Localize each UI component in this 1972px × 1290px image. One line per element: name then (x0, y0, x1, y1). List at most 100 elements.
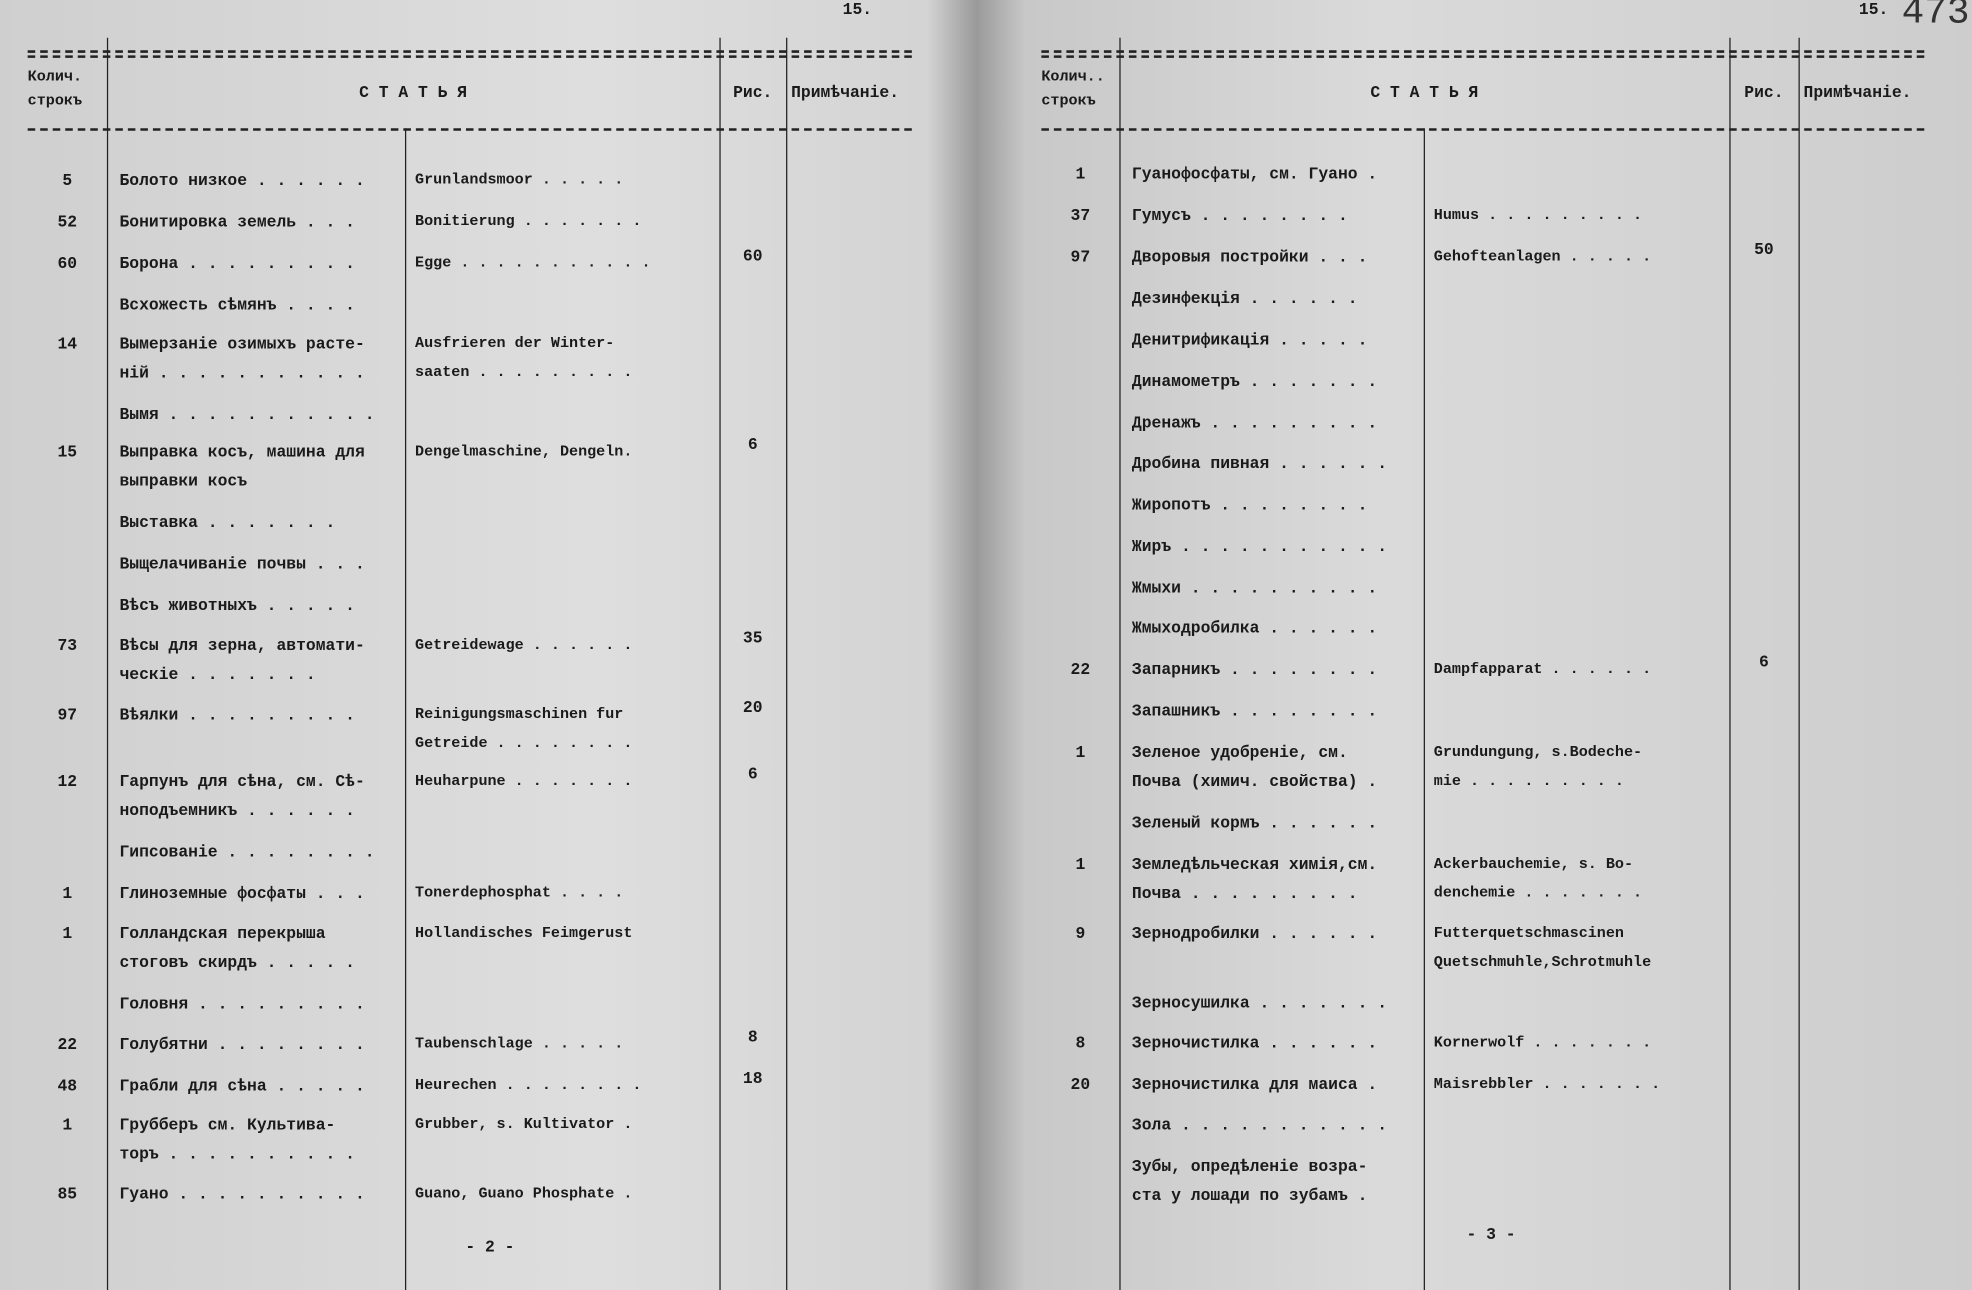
folio: 473 (1901, 0, 1970, 36)
count: 60 (57, 254, 78, 273)
article-de: Dampfapparat . . . . . . (1433, 660, 1652, 678)
column-rule (404, 128, 407, 1290)
article-ru: Земледѣльческая химія,см. Почва . . . . … (1131, 855, 1378, 904)
article-de: Tonerdephosphat . . . . (415, 884, 624, 902)
article-de: Dengelmaschine, Dengeln. (415, 442, 633, 461)
figure-ref: 6 (747, 764, 758, 784)
count: 22 (57, 1035, 78, 1054)
article-de: Humus . . . . . . . . . (1433, 206, 1643, 224)
article-ru: Жмыходробилка . . . . . . (1131, 618, 1378, 638)
article-ru: Зернодробилки . . . . . . (1131, 924, 1378, 944)
article-ru: Зерночистилка для маиса . (1131, 1075, 1378, 1095)
article-ru: Запашникъ . . . . . . . . (1131, 701, 1378, 721)
article-ru: Гумусъ . . . . . . . . (1131, 206, 1348, 226)
header: С Т А Т Ь Я (359, 83, 468, 102)
page-number: 15. (1858, 0, 1889, 19)
rule (27, 50, 912, 53)
page-number: 15. (842, 0, 873, 19)
article-de: Grunlandsmoor . . . . . (415, 171, 624, 189)
header: Рис. (733, 83, 773, 102)
count: 15 (57, 442, 78, 462)
article-de: Getreidewage . . . . . . (415, 636, 633, 655)
rule (27, 55, 912, 58)
count: 9 (1075, 924, 1086, 944)
article-ru: Головня . . . . . . . . . (119, 994, 365, 1014)
figure-ref: 60 (742, 246, 763, 266)
article-de: Egge . . . . . . . . . . . (415, 254, 651, 272)
figure-ref: 20 (742, 698, 763, 717)
article-de: Futterquetschmascinen Quetschmuhle,Schro… (1433, 924, 1652, 971)
header: С Т А Т Ь Я (1370, 83, 1479, 102)
article-de: Taubenschlage . . . . . (415, 1035, 624, 1053)
article-ru: Гарпунъ для сѣна, см. Сѣ- ноподъемникъ .… (119, 772, 365, 821)
article-ru: Гуанофосфаты, см. Гуано . (1131, 164, 1378, 184)
article-de: Hollandisches Feimgerust (415, 924, 633, 943)
article-de: Grundungung, s.Bodeche- mie . . . . . . … (1433, 743, 1643, 790)
article-de: Ackerbauchemie, s. Bo- denchemie . . . .… (1433, 855, 1643, 902)
column-rule (1798, 37, 1800, 1290)
figure-ref: 6 (747, 435, 758, 455)
count: 20 (1070, 1075, 1091, 1095)
column-rule (1119, 37, 1121, 1290)
count: 1 (1075, 164, 1086, 184)
article-ru: Болото низкое . . . . . . (119, 171, 365, 190)
article-ru: Гипсованіе . . . . . . . . (119, 842, 375, 862)
count: 73 (57, 636, 78, 656)
article-ru: Дробина пивная . . . . . . (1131, 454, 1388, 473)
article-ru: Вымерзаніе озимыхъ расте- ній . . . . . … (119, 334, 365, 383)
article-ru: Вѣсы для зерна, автомати- ческіе . . . .… (119, 636, 365, 685)
article-ru: Дезинфекція . . . . . . (1131, 289, 1358, 309)
header: Колич. строкъ (27, 67, 83, 110)
article-ru: Дворовыя постройки . . . (1131, 247, 1368, 267)
rule (1041, 50, 1925, 53)
article-de: Bonitierung . . . . . . . (415, 212, 642, 231)
article-ru: Динамометръ . . . . . . . (1131, 372, 1378, 392)
article-ru: Грубберъ см. Культива- торъ . . . . . . … (119, 1115, 355, 1164)
article-de: Heurechen . . . . . . . . (415, 1076, 642, 1095)
article-ru: Жиропотъ . . . . . . . . (1131, 495, 1368, 515)
article-ru: Выставка . . . . . . . (119, 513, 336, 533)
count: 1 (62, 884, 73, 904)
article-ru: Борона . . . . . . . . . (119, 254, 355, 273)
count: 52 (57, 212, 78, 232)
header: Примѣчаніе. (791, 83, 900, 102)
article-de: Guano, Guano Phosphate . (415, 1184, 633, 1203)
rule (27, 128, 912, 131)
rule (1041, 55, 1925, 58)
article-ru: Гуано . . . . . . . . . . (119, 1184, 365, 1204)
column-rule (719, 37, 721, 1290)
article-ru: Зубы, опредѣленіе возра- ста у лошади по… (1131, 1157, 1368, 1205)
count: 1 (1075, 855, 1086, 875)
count: 8 (1075, 1033, 1086, 1053)
figure-ref: 18 (742, 1069, 763, 1088)
article-ru: Дренажъ . . . . . . . . . (1131, 413, 1378, 433)
article-de: Kornerwolf . . . . . . . (1433, 1033, 1652, 1052)
header: Примѣчаніе. (1803, 83, 1912, 102)
count: 22 (1070, 660, 1091, 680)
count: 5 (62, 171, 73, 190)
column-rule (1423, 128, 1425, 1290)
footer: - 3 - (1466, 1224, 1516, 1244)
article-ru: Вымя . . . . . . . . . . . (119, 404, 375, 424)
article-ru: Глиноземные фосфаты . . . (119, 884, 365, 904)
count: 85 (57, 1184, 78, 1204)
header: Колич.. строкъ (1041, 67, 1105, 110)
figure-ref: 50 (1754, 240, 1774, 260)
count: 12 (57, 772, 78, 792)
article-ru: Зерночистилка . . . . . . (1131, 1033, 1378, 1053)
footer: - 2 - (465, 1237, 515, 1257)
article-ru: Голландская перекрыша стоговъ скирдъ . .… (119, 924, 355, 973)
header: Рис. (1744, 83, 1784, 102)
figure-ref: 8 (747, 1027, 758, 1047)
article-ru: Выщелачиваніе почвы . . . (119, 554, 365, 574)
count: 97 (1070, 247, 1091, 267)
column-rule (1729, 37, 1731, 1290)
count: 1 (62, 924, 73, 944)
article-ru: Зеленый кормъ . . . . . . (1131, 813, 1378, 833)
article-ru: Жмыхи . . . . . . . . . . (1131, 578, 1378, 598)
article-ru: Вѣялки . . . . . . . . . (119, 705, 355, 725)
article-ru: Всхожесть сѣмянъ . . . . (119, 295, 355, 315)
column-rule (786, 37, 788, 1290)
count: 14 (57, 334, 78, 354)
